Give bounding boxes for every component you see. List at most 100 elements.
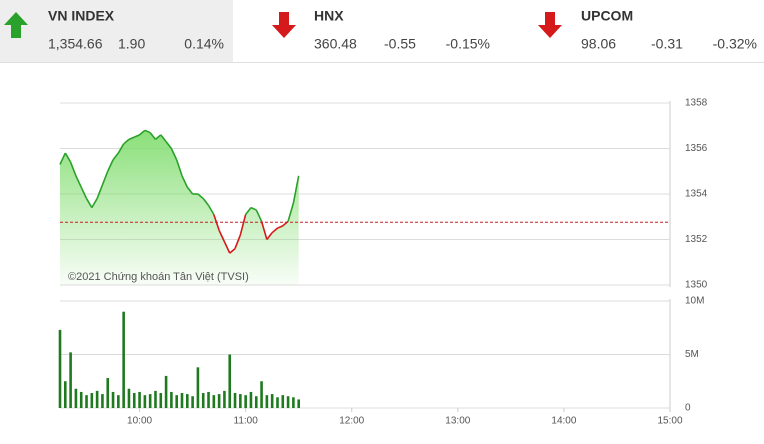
x-tick-label: 13:00 — [445, 416, 470, 427]
volume-bar — [281, 395, 285, 408]
ticker-name: HNX — [314, 8, 344, 24]
volume-bar — [64, 381, 67, 408]
volume-bar — [191, 396, 194, 408]
volume-bar — [69, 352, 72, 408]
price-segment — [139, 129, 146, 136]
volume-bar — [233, 393, 237, 408]
volume-bar — [164, 375, 168, 408]
y-tick-label: 1352 — [685, 234, 708, 245]
volume-bar — [254, 396, 258, 408]
price-segment — [80, 186, 88, 199]
volume-bar — [74, 388, 78, 408]
volume-bar — [249, 391, 253, 408]
price-segment — [202, 198, 210, 206]
ticker-percent: 0.14% — [184, 36, 224, 52]
price-segment — [170, 148, 178, 161]
y-tick-label: 0 — [685, 403, 691, 414]
volume-bar — [244, 395, 247, 408]
ticker-value: 1,354.66 — [48, 36, 103, 52]
price-segment — [133, 134, 140, 138]
price-segment — [165, 141, 173, 149]
price-segment — [175, 159, 183, 177]
volume-bar — [239, 394, 242, 408]
volume-bar — [101, 394, 104, 408]
price-segment — [128, 136, 135, 141]
price-segment — [218, 230, 226, 243]
price-segment — [186, 186, 194, 195]
price-segment — [96, 184, 104, 199]
volume-bar — [180, 393, 184, 408]
price-segment — [277, 225, 284, 229]
volume-bar — [132, 393, 136, 408]
price-segment — [255, 209, 263, 222]
volume-bar — [159, 393, 163, 408]
price-segment — [223, 241, 231, 254]
ticker-value: 98.06 — [581, 36, 616, 52]
ticker-name: VN INDEX — [48, 8, 115, 24]
price-segment — [271, 227, 278, 234]
arrow-up — [4, 12, 28, 38]
y-tick-label: 1350 — [685, 280, 708, 291]
volume-bar — [175, 395, 178, 408]
volume-bar — [270, 394, 274, 408]
volume-bar — [228, 354, 232, 408]
header-highlight — [0, 0, 233, 62]
ticker-percent: -0.32% — [713, 36, 757, 52]
price-segment — [207, 204, 215, 215]
x-tick-label: 15:00 — [657, 416, 682, 427]
arrow-down — [538, 12, 562, 38]
volume-bar — [276, 397, 279, 408]
tickers: VN INDEX 1,354.66 1.90 0.14% HNX 360.48 -0.55 -… — [48, 8, 757, 52]
ticker-value: 360.48 — [314, 36, 357, 52]
volume-bar — [106, 378, 110, 408]
price-segment — [117, 143, 125, 154]
volume-bar — [212, 395, 216, 408]
volume-bar — [138, 391, 141, 408]
volume-bar — [265, 395, 269, 408]
arrow-down — [272, 12, 296, 38]
price-segment — [239, 214, 247, 236]
price-segment — [75, 175, 82, 188]
volume-bar — [297, 399, 300, 408]
price-segment — [260, 221, 268, 240]
volume-bar — [196, 367, 200, 408]
y-tick-label: 5M — [685, 349, 699, 360]
volume-bar — [260, 381, 263, 408]
price-segment — [234, 234, 242, 249]
volume-bar — [122, 311, 125, 408]
volume-bar — [58, 329, 62, 408]
y-tick-label: 10M — [685, 296, 704, 307]
price-segment — [266, 232, 273, 240]
price-segment — [91, 198, 98, 209]
price-segment — [292, 175, 300, 204]
ticker-name: UPCOM — [581, 8, 633, 24]
volume-bar — [217, 394, 221, 408]
price-segment — [197, 193, 204, 200]
annotation: ©2021 Chứng khoán Tân Việt (TVSI) — [68, 271, 249, 283]
price-segment — [245, 207, 252, 215]
price-segment — [250, 206, 257, 211]
volume-bar — [148, 394, 152, 408]
price-segment — [85, 198, 93, 209]
price-segment — [160, 134, 167, 143]
ticker-change: -0.55 — [384, 36, 416, 52]
price-segment — [123, 138, 130, 145]
volume-bar — [292, 397, 295, 408]
volume-bar — [201, 393, 205, 408]
volume-bar — [170, 391, 173, 408]
volume-bar — [207, 391, 210, 408]
price-segment — [229, 247, 236, 254]
price-segment — [154, 134, 162, 141]
volume-bar — [79, 391, 83, 408]
y-tick-label: 1358 — [685, 98, 708, 109]
volume-bar — [286, 396, 290, 408]
y-tick-label: 1354 — [685, 189, 708, 200]
y-tick-label: 1356 — [685, 143, 708, 154]
x-tick-label: 11:00 — [234, 416, 259, 427]
price-segment — [112, 152, 119, 161]
x-tick-label: 12:00 — [339, 416, 364, 427]
price-segment — [144, 129, 151, 134]
price-segment — [101, 170, 109, 186]
